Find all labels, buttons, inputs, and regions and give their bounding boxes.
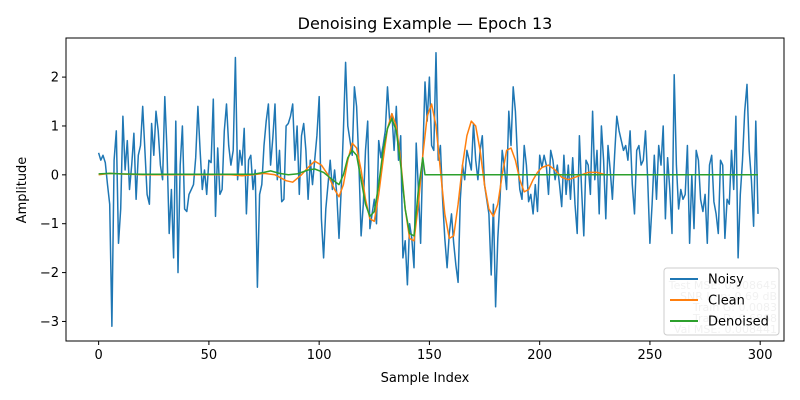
chart-title: Denoising Example — Epoch 13 <box>298 14 553 33</box>
x-tick-label: 300 <box>748 348 773 363</box>
plot-lines <box>97 51 759 328</box>
y-tick-label: −2 <box>40 266 59 281</box>
plot-frame <box>65 37 785 342</box>
y-tick-label: −1 <box>40 217 59 232</box>
x-tick-label: 50 <box>201 348 218 363</box>
x-tick-label: 250 <box>638 348 663 363</box>
legend-label-clean: Clean <box>708 294 745 309</box>
series-line-denoised <box>98 117 758 237</box>
legend-label-noisy: Noisy <box>708 273 744 288</box>
x-tick-label: 150 <box>417 348 442 363</box>
y-axis-label: Amplitude <box>15 157 30 224</box>
legend-box <box>663 267 780 336</box>
legend-label-denoised: Denoised <box>708 315 769 330</box>
x-axis-label: Sample Index <box>381 371 470 386</box>
x-tick-label: 100 <box>307 348 332 363</box>
series-line-noisy <box>97 51 759 328</box>
legend: Noisy Clean Denoised <box>663 267 780 336</box>
x-tick-label: 200 <box>527 348 552 363</box>
series-line-clean <box>98 103 758 242</box>
y-tick-label: 0 <box>51 168 59 183</box>
y-axis-ticks: −3 −2 −1 0 1 2 <box>40 71 66 330</box>
x-tick-label: 0 <box>94 348 102 363</box>
y-tick-label: 1 <box>51 119 59 134</box>
y-tick-label: −3 <box>40 315 59 330</box>
x-axis-ticks: 0 50 100 150 200 250 300 <box>94 341 773 363</box>
y-tick-label: 2 <box>51 71 59 86</box>
